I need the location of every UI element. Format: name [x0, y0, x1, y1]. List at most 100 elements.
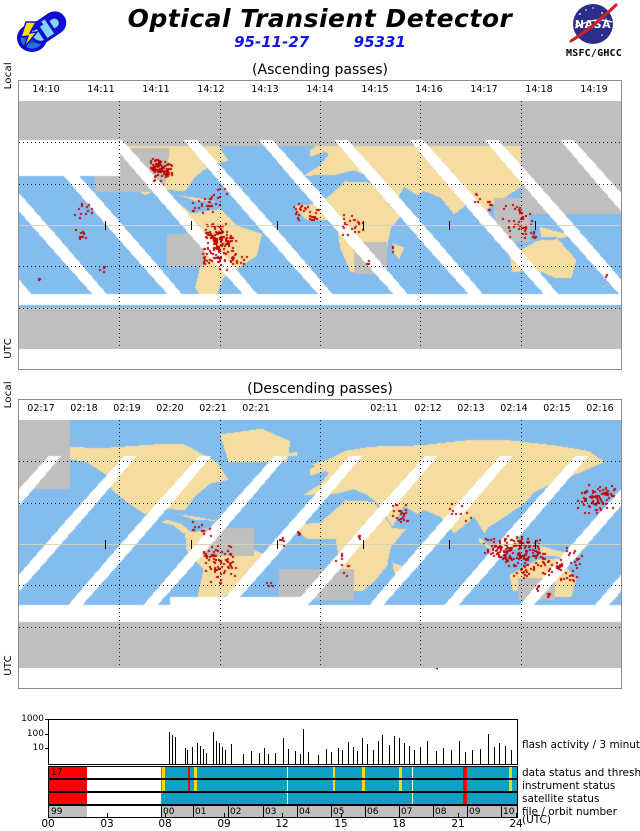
- equator-tick: [191, 540, 192, 549]
- local-time-tick: 02:12: [414, 403, 442, 414]
- flash-activity-spike: [451, 750, 452, 764]
- orbit-number: 10: [503, 807, 515, 817]
- x-axis-tick-label: 08: [158, 818, 172, 830]
- flash-activity-spike: [331, 752, 332, 764]
- orbit-number: 05: [333, 807, 345, 817]
- flash-activity-spike: [288, 749, 289, 764]
- orbit-number: 02: [230, 807, 242, 817]
- equator-tick: [449, 221, 450, 230]
- data-status-row[interactable]: 17: [48, 766, 518, 779]
- flash-activity-spike: [394, 736, 395, 764]
- flash-activity-chart[interactable]: 17 99 00 01 02 03 04 05 06 07 08 09 10 data status …: [0, 714, 640, 830]
- flash-activity-spike: [342, 750, 343, 764]
- flash-activity-spike: [259, 753, 260, 764]
- flash-activity-spike: [251, 751, 252, 764]
- y-axis-tick-label: 100: [26, 728, 44, 739]
- flash-activity-spike: [300, 754, 301, 764]
- equator-tick: [191, 221, 192, 230]
- status-nodata-segment: [87, 793, 161, 804]
- equator-tick: [277, 221, 278, 230]
- flash-activity-spike: [169, 732, 170, 764]
- instrument-status-label: instrument status: [522, 780, 616, 792]
- flash-activity-spike: [283, 738, 284, 764]
- flash-activity-spike: [373, 750, 374, 764]
- status-warn-segment: [399, 767, 402, 778]
- longitude-gridline: [521, 420, 522, 668]
- local-time-tick: 02:20: [156, 403, 184, 414]
- local-time-tick: 02:13: [457, 403, 485, 414]
- status-dropout-segment: [188, 780, 190, 791]
- status-warn-segment: [333, 780, 335, 791]
- status-bad-segment: [49, 767, 87, 778]
- status-nodata-segment: [87, 767, 161, 778]
- ascending-top-axis-label: Local: [3, 62, 14, 90]
- status-warn-segment: [509, 767, 512, 778]
- flash-activity-spike: [203, 749, 204, 764]
- y-axis-tick: [45, 719, 49, 720]
- local-time-tick: 14:10: [32, 84, 60, 95]
- flash-activity-spike: [206, 753, 207, 764]
- local-time-tick: 14:16: [415, 84, 443, 95]
- status-warn-segment: [399, 780, 402, 791]
- flash-activity-spike: [357, 751, 358, 764]
- flash-activity-spike: [222, 747, 223, 764]
- ascending-passes-map[interactable]: 14:10 14:11 14:11 14:12 14:13 14:14 14:15 14:16…: [18, 80, 622, 370]
- flash-activity-spike: [399, 738, 400, 764]
- flash-activity-spike: [308, 752, 309, 764]
- flash-activity-spike: [414, 750, 415, 764]
- descending-top-axis-label: Local: [3, 381, 14, 409]
- local-time-tick: 02:14: [500, 403, 528, 414]
- x-axis-tick: [165, 813, 166, 817]
- x-axis-tick: [399, 813, 400, 817]
- local-time-tick: 02:16: [586, 403, 614, 414]
- orbit-number: 99: [51, 807, 63, 817]
- flash-activity-spike: [378, 741, 379, 764]
- longitude-gridline: [220, 420, 221, 668]
- equator-tick: [363, 221, 364, 230]
- orbit-number: 07: [401, 807, 413, 817]
- nasa-meatball-logo: NASA: [569, 3, 618, 44]
- flash-activity-label: flash activity / 3 minutes: [522, 739, 640, 751]
- local-time-tick: 02:19: [113, 403, 141, 414]
- flash-activity-spike: [494, 747, 495, 764]
- flash-activity-spike: [389, 745, 390, 764]
- orbit-block: [161, 806, 517, 817]
- local-time-tick: 14:14: [306, 84, 334, 95]
- orbit-separator: [297, 806, 298, 817]
- instrument-status-row[interactable]: [48, 779, 518, 792]
- local-time-tick: 02:21: [199, 403, 227, 414]
- x-axis-tick-label: 12: [275, 818, 289, 830]
- status-bad-segment: [49, 780, 87, 791]
- flash-activity-spike: [264, 748, 265, 764]
- local-time-tick: 14:17: [470, 84, 498, 95]
- flash-activity-spike: [404, 743, 405, 764]
- local-time-tick: 02:11: [370, 403, 398, 414]
- flash-activity-spike: [499, 743, 500, 764]
- flash-activity-spike: [172, 735, 173, 764]
- satellite-status-label: satellite status: [522, 793, 600, 805]
- flash-activity-spike: [338, 748, 339, 764]
- orbit-nodata: [87, 806, 161, 817]
- status-ok-segment: [161, 767, 517, 778]
- flash-activity-plot: [48, 719, 518, 765]
- flash-activity-spike: [362, 738, 363, 764]
- x-axis-tick-label: 00: [41, 818, 55, 830]
- status-gap-pinhole: [412, 780, 413, 791]
- status-dropout-segment: [463, 767, 467, 778]
- observation-date: 95-11-27: [234, 33, 310, 51]
- equator-tick: [363, 540, 364, 549]
- x-axis-tick-label: 21: [451, 818, 465, 830]
- descending-passes-map[interactable]: 02:17 02:18 02:19 02:20 02:21 02:21 02:11 02:12…: [18, 399, 622, 689]
- satellite-status-row[interactable]: [48, 792, 518, 805]
- threshold-value: 17: [51, 768, 63, 778]
- longitude-gridline: [320, 420, 321, 668]
- equator-tick: [535, 221, 536, 230]
- descending-local-time-axis: 02:17 02:18 02:19 02:20 02:21 02:21 02:11 02:12…: [19, 400, 621, 420]
- orbit-separator: [433, 806, 434, 817]
- local-time-tick: 14:15: [361, 84, 389, 95]
- flash-activity-spike: [243, 754, 244, 764]
- flash-activity-spike: [459, 741, 460, 764]
- flash-activity-spike: [197, 743, 198, 764]
- flash-activity-spike: [303, 729, 304, 764]
- flash-activity-spike: [427, 741, 428, 764]
